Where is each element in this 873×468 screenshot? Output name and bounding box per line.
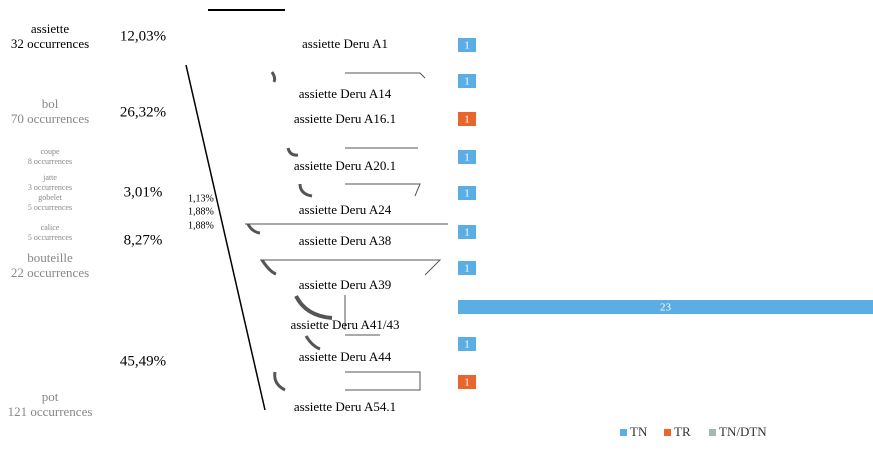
category-label: assiette Deru A44 [299, 349, 392, 364]
link-line [185, 64, 266, 411]
value-label: 26,32% [120, 104, 166, 120]
occurrence-label: 8 occurrences [28, 157, 72, 166]
category-label: coupe [40, 147, 60, 156]
legend-swatch [709, 429, 716, 436]
occurrence-label: 5 occurrences [28, 233, 72, 242]
value-label: 8,27% [124, 232, 163, 248]
bar [458, 112, 477, 126]
value-label: 23 [660, 302, 672, 314]
legend-swatch [664, 429, 671, 436]
category-label: assiette Deru A39 [299, 277, 391, 292]
category-label: assiette Deru A41/43 [290, 317, 399, 332]
category-label: assiette Deru A1 [302, 36, 388, 51]
category-label: pot [42, 389, 59, 404]
bar [458, 225, 477, 239]
bar [458, 150, 477, 164]
category-label: assiette [31, 21, 69, 36]
value-label: 3,01% [124, 184, 163, 200]
value-label: 1 [464, 152, 470, 164]
occurrence-label: 3 occurrences [28, 183, 72, 192]
value-label: 1,88% [188, 220, 214, 231]
value-label: 1 [464, 263, 470, 275]
bar [458, 375, 477, 389]
category-label: bouteille [27, 250, 73, 265]
occurrence-label: 22 occurrences [11, 265, 89, 280]
value-label: 1 [464, 227, 470, 239]
bar [458, 38, 477, 52]
value-label: 1 [464, 114, 470, 126]
occurrence-label: 32 occurrences [11, 36, 89, 51]
bar [458, 337, 477, 351]
bar [458, 186, 477, 200]
bar [458, 74, 477, 88]
bar [458, 261, 477, 275]
bar [458, 300, 873, 314]
category-label: assiette Deru A16.1 [294, 111, 396, 126]
category-label: calice [41, 223, 60, 232]
value-label: 45,49% [120, 353, 166, 369]
legend-swatch [620, 429, 627, 436]
legend-label: TN/DTN [719, 424, 767, 439]
profile-drawings [245, 71, 448, 392]
value-label: 1 [464, 339, 470, 351]
value-label: 1,88% [188, 206, 214, 217]
value-label: 1 [464, 40, 470, 52]
category-label: assiette Deru A24 [299, 202, 392, 217]
category-label: assiette Deru A20.1 [294, 158, 396, 173]
value-label: 1,13% [188, 193, 214, 204]
value-label: 1 [464, 377, 470, 389]
category-label: bol [42, 96, 59, 111]
category-label: assiette Deru A38 [299, 233, 391, 248]
occurrence-label: 5 occurrences [28, 203, 72, 212]
occurrence-label: 121 occurrences [8, 404, 93, 419]
category-label: assiette Deru A14 [299, 86, 392, 101]
value-label: 12,03% [120, 28, 166, 44]
category-label: jatte [42, 173, 57, 182]
category-label: gobelet [38, 193, 62, 202]
value-label: 1 [464, 188, 470, 200]
legend-label: TR [674, 424, 691, 439]
value-label: 1 [464, 76, 470, 88]
category-label: assiette Deru A54.1 [294, 399, 396, 414]
occurrence-label: 70 occurrences [11, 111, 89, 126]
legend-label: TN [630, 424, 648, 439]
